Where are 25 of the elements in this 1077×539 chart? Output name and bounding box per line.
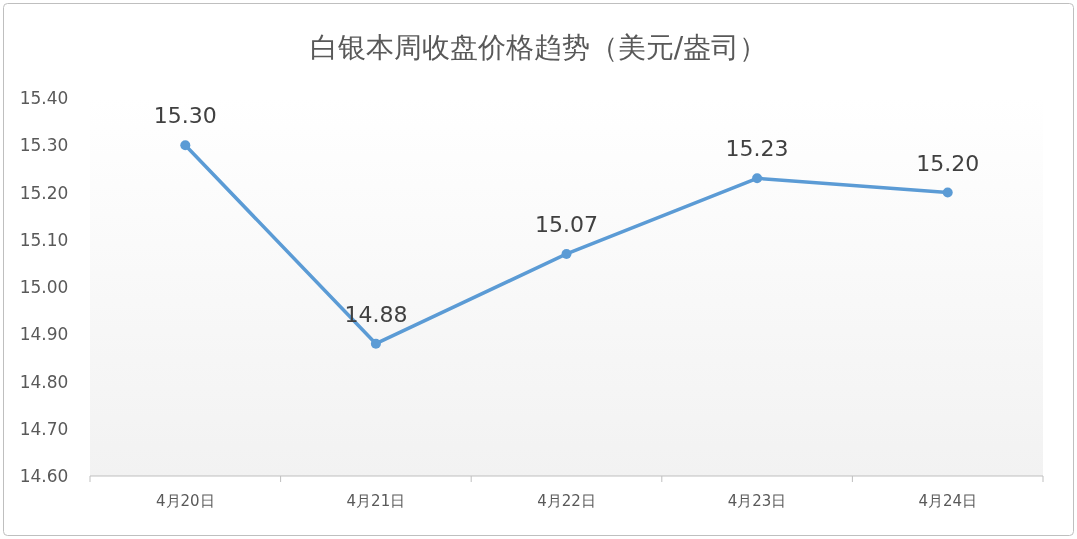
x-tick-label: 4月22日	[537, 492, 596, 510]
point	[942, 187, 953, 198]
y-tick-label: 14.70	[19, 418, 69, 439]
chart-title: 白银本周收盘价格趋势（美元/盎司）	[309, 31, 768, 64]
data-label: 14.88	[344, 301, 408, 327]
point	[180, 140, 191, 151]
data-label: 15.07	[535, 211, 598, 237]
y-tick-label: 14.60	[19, 466, 69, 486]
data-label: 15.23	[725, 136, 789, 162]
data-label: 15.20	[916, 150, 980, 176]
y-tick-label: 15.30	[19, 135, 69, 156]
y-tick-label: 15.20	[19, 182, 69, 203]
y-tick-label: 15.00	[19, 277, 69, 297]
x-tick-label: 4月20日	[155, 492, 215, 510]
y-tick-label: 15.10	[19, 229, 69, 250]
x-tick-label: 4月24日	[918, 492, 978, 510]
x-tick-label: 4月23日	[727, 492, 787, 510]
point	[370, 338, 381, 349]
point	[752, 173, 763, 184]
y-tick-label: 15.40	[19, 88, 69, 108]
point	[561, 248, 572, 259]
y-tick-label: 14.80	[19, 371, 69, 392]
data-label: 15.30	[153, 103, 217, 129]
x-tick-label: 4月21日	[346, 492, 406, 510]
y-tick-label: 14.90	[19, 324, 69, 345]
